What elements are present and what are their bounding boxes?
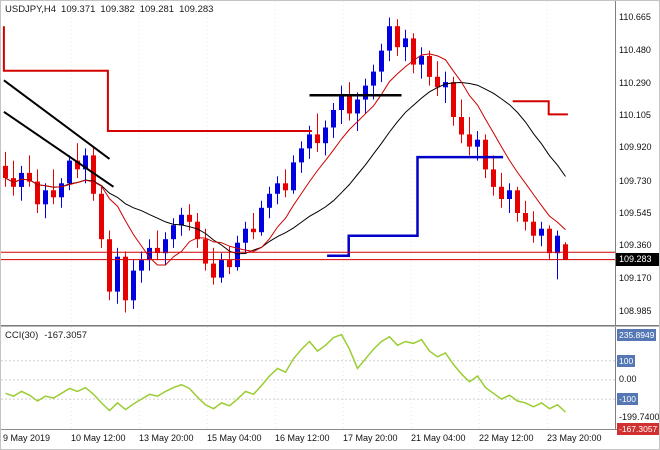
time-axis-label: 21 May 04:00 [411,433,466,443]
price-axis-label: 109.920 [619,142,652,152]
symbol-timeframe-label: USDJPY,H4 [5,4,57,15]
price-axis-label: 109.545 [619,208,652,218]
cci-name-label: CCI(30) [5,330,39,341]
time-axis-label: 9 May 2019 [3,433,51,443]
price-axis-label: 110.105 [619,110,651,120]
ohlc-close: 109.283 [179,4,214,15]
price-axis-label: 108.985 [619,306,652,316]
price-chart-area[interactable] [1,1,615,325]
cci-line-chart[interactable] [1,327,615,429]
time-axis-label: 15 May 04:00 [207,433,262,443]
cci-axis-label: -199.7400 [619,412,660,422]
price-axis-label: 109.360 [619,240,652,250]
price-axis-label: 110.480 [619,45,651,55]
time-axis-label: 22 May 12:00 [479,433,534,443]
cci-indicator-readout: CCI(30) -167.3057 [5,330,93,341]
cci-axis[interactable]: 235.8949 100 0.00 -100 -199.7400 -167.3057 [615,327,660,435]
time-axis-label: 13 May 20:00 [139,433,194,443]
cci-axis-label: 0.00 [619,374,637,384]
time-axis-label: 17 May 20:00 [343,433,398,443]
time-axis[interactable]: 9 May 2019 10 May 12:00 13 May 20:00 15 May… [1,430,659,449]
time-axis-divider [1,429,659,430]
time-axis-label: 16 May 12:00 [275,433,330,443]
price-axis-label: 109.730 [619,176,652,186]
cci-current-value-badge: -167.3057 [617,423,659,435]
candlestick-chart[interactable] [1,1,615,325]
ohlc-low: 109.281 [139,4,175,15]
price-axis[interactable]: 109.283 110.665 110.480 110.290 110.105 109.… [615,1,659,325]
symbol-ohlc-readout: USDJPY,H4 109.371 109.382 109.281 109.283 [5,4,218,15]
price-axis-label: 110.290 [619,78,651,88]
time-axis-label: 23 May 20:00 [547,433,602,443]
time-axis-label: 10 May 12:00 [71,433,126,443]
ohlc-high: 109.382 [100,4,135,15]
panel-splitter[interactable] [1,325,659,327]
cci-axis-label: -100 [617,393,639,405]
cci-axis-label: 235.8949 [617,329,657,341]
price-axis-label: 109.170 [619,273,652,283]
current-price-badge: 109.283 [616,253,659,266]
ohlc-open: 109.371 [61,4,96,15]
cci-axis-label: 100 [617,355,636,367]
cci-value-label: -167.3057 [44,330,88,341]
cci-indicator-area[interactable] [1,327,615,429]
price-axis-label: 110.665 [619,12,651,22]
